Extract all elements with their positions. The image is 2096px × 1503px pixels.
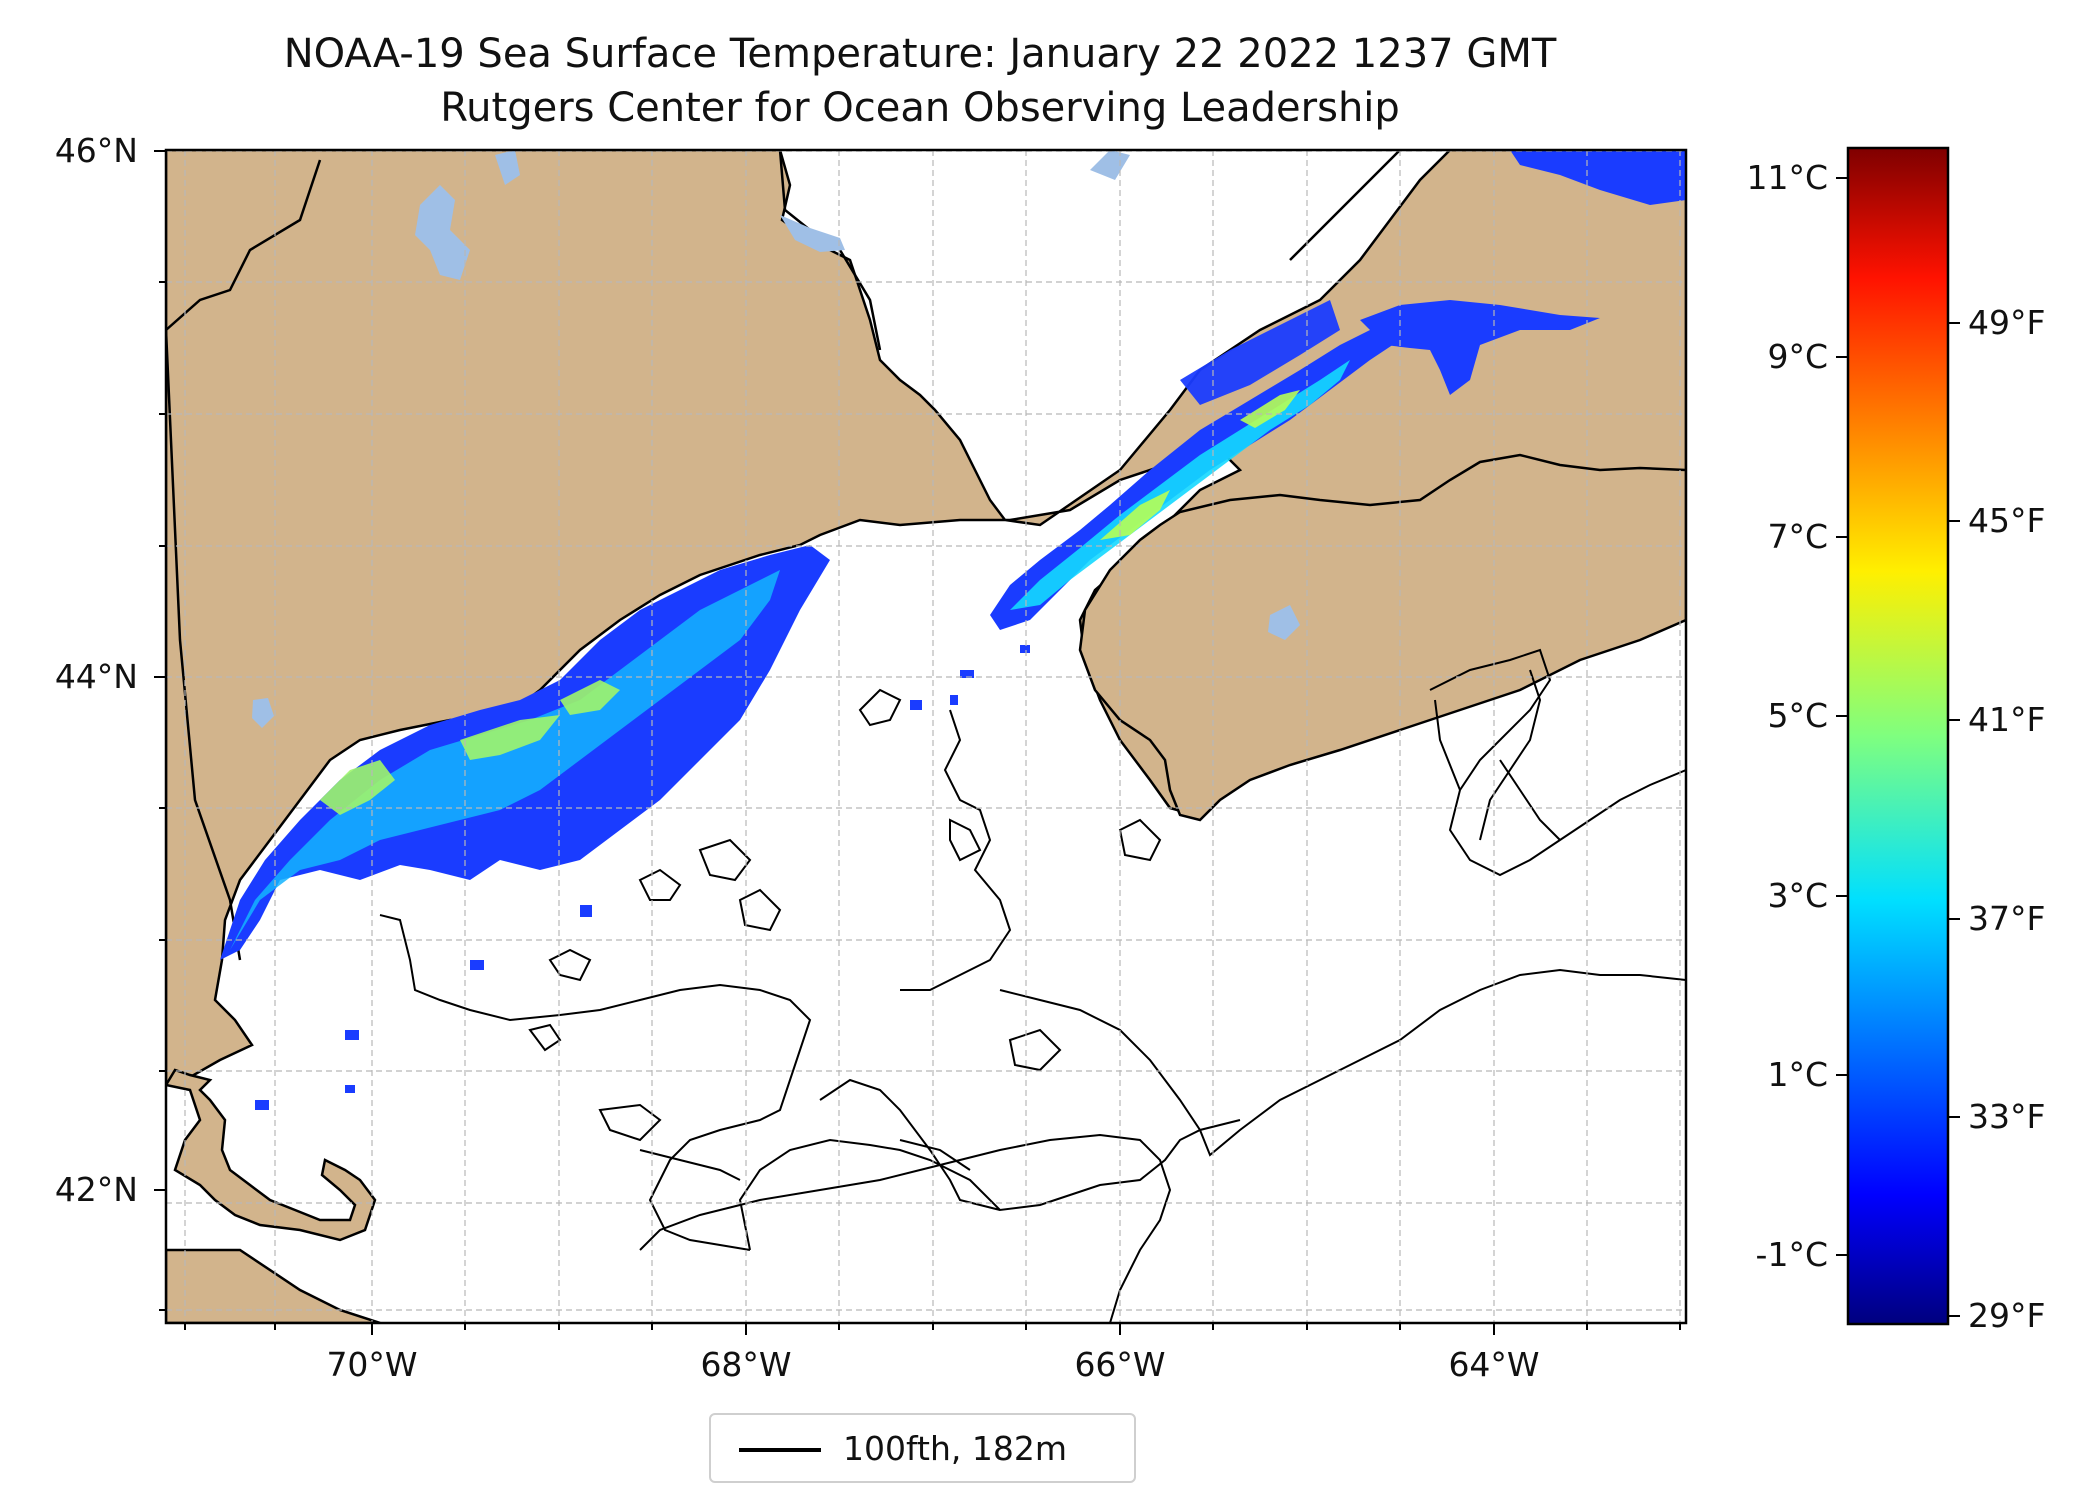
- isobath-contour-shelf: [999, 968, 1686, 1157]
- colorbar-celsius-label: 7°C: [1767, 517, 1828, 556]
- colorbar-celsius-label: 9°C: [1767, 337, 1828, 376]
- legend-label: 100fth, 182m: [843, 1429, 1067, 1468]
- colorbar-ticks: [1836, 177, 1960, 1317]
- sst-fundy-core: [1010, 360, 1350, 610]
- lat-tick-label: 46°N: [54, 131, 138, 170]
- lake-4: [1268, 605, 1300, 640]
- lon-tick-label: 68°W: [700, 1345, 792, 1384]
- lon-tick-label: 64°W: [1448, 1345, 1540, 1384]
- colorbar-celsius-label: 5°C: [1767, 696, 1828, 735]
- colorbar-fahrenheit-label: 49°F: [1968, 303, 2046, 342]
- isobath-contour-misc: [528, 818, 1162, 1072]
- sst-ne-corner: [1510, 150, 1686, 205]
- sst-fundy-warm: [1100, 390, 1300, 540]
- chart-title: NOAA-19 Sea Surface Temperature: January…: [283, 31, 1557, 77]
- isobath-contour: [379, 914, 1241, 1251]
- lon-tick-label: 70°W: [326, 1345, 418, 1384]
- legend: 100fth, 182m: [709, 1413, 1136, 1483]
- colorbar-fahrenheit-label: 29°F: [1968, 1296, 2046, 1335]
- colorbar-fahrenheit-label: 33°F: [1968, 1097, 2046, 1136]
- isobath-contour-north: [858, 648, 1686, 991]
- legend-line-swatch: [739, 1448, 821, 1452]
- lon-tick-label: 66°W: [1074, 1345, 1166, 1384]
- lake-5: [252, 698, 274, 728]
- lake-3: [1090, 150, 1130, 180]
- colorbar-fahrenheit-label: 41°F: [1968, 700, 2046, 739]
- sst-warm-patch: [320, 680, 620, 815]
- colorbar-celsius-label: 3°C: [1767, 876, 1828, 915]
- colorbar: [1846, 146, 1950, 1326]
- sst-upper-fundy: [1180, 300, 1340, 405]
- minas-basin: [1360, 300, 1600, 395]
- lake-moosehead: [415, 185, 470, 280]
- colorbar-fahrenheit-label: 37°F: [1968, 899, 2046, 938]
- lat-tick-label: 42°N: [54, 1170, 138, 1209]
- colorbar-celsius-label: 1°C: [1767, 1055, 1828, 1094]
- colorbar-celsius-label: -1°C: [1755, 1235, 1828, 1274]
- lake-1: [495, 150, 520, 185]
- map-frame: [164, 148, 1688, 1325]
- lat-tick-label: 44°N: [54, 657, 138, 696]
- sst-coastal-core: [230, 570, 780, 950]
- lake-2: [780, 215, 845, 252]
- land-cape-cod: [166, 1068, 377, 1242]
- chart-subtitle: Rutgers Center for Ocean Observing Leade…: [440, 85, 1400, 131]
- tick-marks: [154, 150, 1681, 1335]
- colorbar-fahrenheit-label: 45°F: [1968, 501, 2046, 540]
- colorbar-celsius-label: 11°C: [1746, 158, 1828, 197]
